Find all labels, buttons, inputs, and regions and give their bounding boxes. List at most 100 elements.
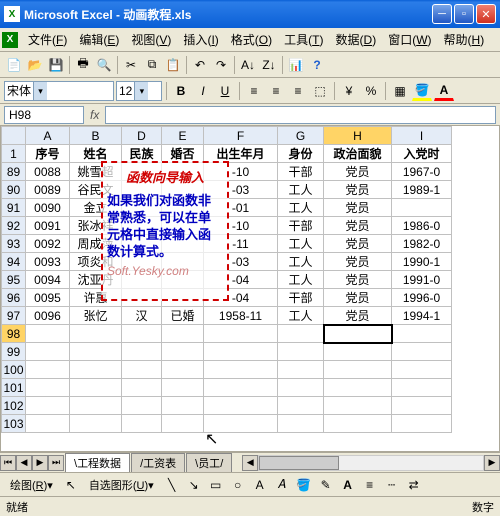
select-all-corner[interactable] bbox=[2, 127, 26, 145]
cell[interactable]: 0093 bbox=[26, 253, 70, 271]
cell[interactable] bbox=[26, 379, 70, 397]
cell[interactable] bbox=[324, 397, 392, 415]
cell[interactable]: 婚否 bbox=[162, 145, 204, 163]
cell[interactable] bbox=[204, 397, 278, 415]
close-button[interactable]: ✕ bbox=[476, 4, 496, 24]
row-header[interactable]: 89 bbox=[2, 163, 26, 181]
maximize-button[interactable]: ▫ bbox=[454, 4, 474, 24]
cell[interactable] bbox=[392, 199, 452, 217]
minimize-button[interactable]: ─ bbox=[432, 4, 452, 24]
paste-icon[interactable]: 📋 bbox=[163, 55, 183, 75]
cell[interactable]: 工人 bbox=[278, 235, 324, 253]
row-header[interactable]: 90 bbox=[2, 181, 26, 199]
cell[interactable] bbox=[162, 397, 204, 415]
sheet-tab[interactable]: /工资表 bbox=[131, 453, 185, 472]
cell[interactable]: 0096 bbox=[26, 307, 70, 325]
sort-asc-icon[interactable]: A↓ bbox=[238, 55, 258, 75]
cell[interactable] bbox=[70, 325, 122, 343]
cell[interactable] bbox=[392, 397, 452, 415]
menu-help[interactable]: 帮助(H) bbox=[438, 29, 491, 50]
cell[interactable] bbox=[392, 415, 452, 433]
formula-input[interactable] bbox=[105, 106, 496, 124]
cell[interactable]: 1986-0 bbox=[392, 217, 452, 235]
sheet-tab-active[interactable]: \工程数据 bbox=[65, 453, 130, 472]
save-icon[interactable]: 💾 bbox=[46, 55, 66, 75]
cell[interactable] bbox=[392, 379, 452, 397]
cell[interactable]: 党员 bbox=[324, 235, 392, 253]
sheet-tab[interactable]: \员工/ bbox=[186, 453, 232, 472]
cell[interactable] bbox=[278, 397, 324, 415]
select-icon[interactable]: ↖ bbox=[61, 475, 81, 495]
cell[interactable] bbox=[26, 343, 70, 361]
menu-insert[interactable]: 插入(I) bbox=[177, 29, 224, 50]
cell[interactable] bbox=[122, 361, 162, 379]
row-header[interactable]: 96 bbox=[2, 289, 26, 307]
font-color-icon[interactable]: A bbox=[338, 475, 358, 495]
menu-file[interactable]: 文件(F) bbox=[22, 29, 73, 50]
align-right-icon[interactable]: ≡ bbox=[288, 81, 308, 101]
cell[interactable]: 汉 bbox=[122, 307, 162, 325]
cell[interactable] bbox=[122, 415, 162, 433]
autoshapes-menu[interactable]: 自选图形(U)▾ bbox=[83, 475, 160, 495]
cell[interactable]: 0090 bbox=[26, 199, 70, 217]
row-header[interactable]: 95 bbox=[2, 271, 26, 289]
tab-first-icon[interactable]: ⏮ bbox=[0, 455, 16, 471]
cell[interactable] bbox=[278, 343, 324, 361]
cell[interactable] bbox=[162, 343, 204, 361]
line-icon[interactable]: ╲ bbox=[162, 475, 182, 495]
cell[interactable] bbox=[26, 397, 70, 415]
column-header[interactable]: A bbox=[26, 127, 70, 145]
rect-icon[interactable]: ▭ bbox=[206, 475, 226, 495]
cell[interactable] bbox=[70, 379, 122, 397]
dash-icon[interactable]: ┄ bbox=[382, 475, 402, 495]
cell[interactable]: 政治面貌 bbox=[324, 145, 392, 163]
arrow-icon[interactable]: ↘ bbox=[184, 475, 204, 495]
currency-icon[interactable]: ¥ bbox=[339, 81, 359, 101]
cell[interactable]: 1967-0 bbox=[392, 163, 452, 181]
cell[interactable]: 0088 bbox=[26, 163, 70, 181]
row-header[interactable]: 100 bbox=[2, 361, 26, 379]
cell[interactable] bbox=[324, 361, 392, 379]
horizontal-scrollbar[interactable]: ◀ ▶ bbox=[242, 455, 500, 471]
align-center-icon[interactable]: ≡ bbox=[266, 81, 286, 101]
cell[interactable]: 党员 bbox=[324, 199, 392, 217]
arrow-style-icon[interactable]: ⇄ bbox=[404, 475, 424, 495]
cell[interactable] bbox=[278, 325, 324, 343]
align-left-icon[interactable]: ≡ bbox=[244, 81, 264, 101]
row-header[interactable]: 102 bbox=[2, 397, 26, 415]
cell[interactable]: 1982-0 bbox=[392, 235, 452, 253]
column-header[interactable]: I bbox=[392, 127, 452, 145]
cell[interactable] bbox=[70, 397, 122, 415]
cell[interactable] bbox=[162, 379, 204, 397]
merge-icon[interactable]: ⬚ bbox=[310, 81, 330, 101]
cell[interactable]: 1996-0 bbox=[392, 289, 452, 307]
draw-menu[interactable]: 绘图(R)▾ bbox=[4, 475, 59, 495]
cell[interactable] bbox=[122, 397, 162, 415]
cell[interactable]: 工人 bbox=[278, 307, 324, 325]
cell[interactable]: 工人 bbox=[278, 253, 324, 271]
cut-icon[interactable]: ✂ bbox=[121, 55, 141, 75]
cell[interactable] bbox=[204, 379, 278, 397]
column-header[interactable]: H bbox=[324, 127, 392, 145]
cell[interactable]: 党员 bbox=[324, 289, 392, 307]
fill-icon[interactable]: 🪣 bbox=[294, 475, 314, 495]
name-box[interactable]: H98 bbox=[4, 106, 84, 124]
cell[interactable] bbox=[278, 415, 324, 433]
cell[interactable]: 党员 bbox=[324, 271, 392, 289]
cell[interactable]: 民族 bbox=[122, 145, 162, 163]
cell[interactable]: 0095 bbox=[26, 289, 70, 307]
cell[interactable]: 党员 bbox=[324, 253, 392, 271]
cell[interactable] bbox=[162, 361, 204, 379]
cell[interactable] bbox=[278, 361, 324, 379]
textbox-icon[interactable]: A bbox=[250, 475, 270, 495]
cell[interactable]: 党员 bbox=[324, 163, 392, 181]
menu-view[interactable]: 视图(V) bbox=[125, 29, 177, 50]
cell[interactable] bbox=[204, 361, 278, 379]
cell[interactable]: 0089 bbox=[26, 181, 70, 199]
tab-last-icon[interactable]: ⏭ bbox=[48, 455, 64, 471]
cell[interactable]: 已婚 bbox=[162, 307, 204, 325]
column-header[interactable]: F bbox=[204, 127, 278, 145]
cell[interactable] bbox=[122, 343, 162, 361]
cell[interactable]: 0094 bbox=[26, 271, 70, 289]
cell[interactable]: 党员 bbox=[324, 181, 392, 199]
